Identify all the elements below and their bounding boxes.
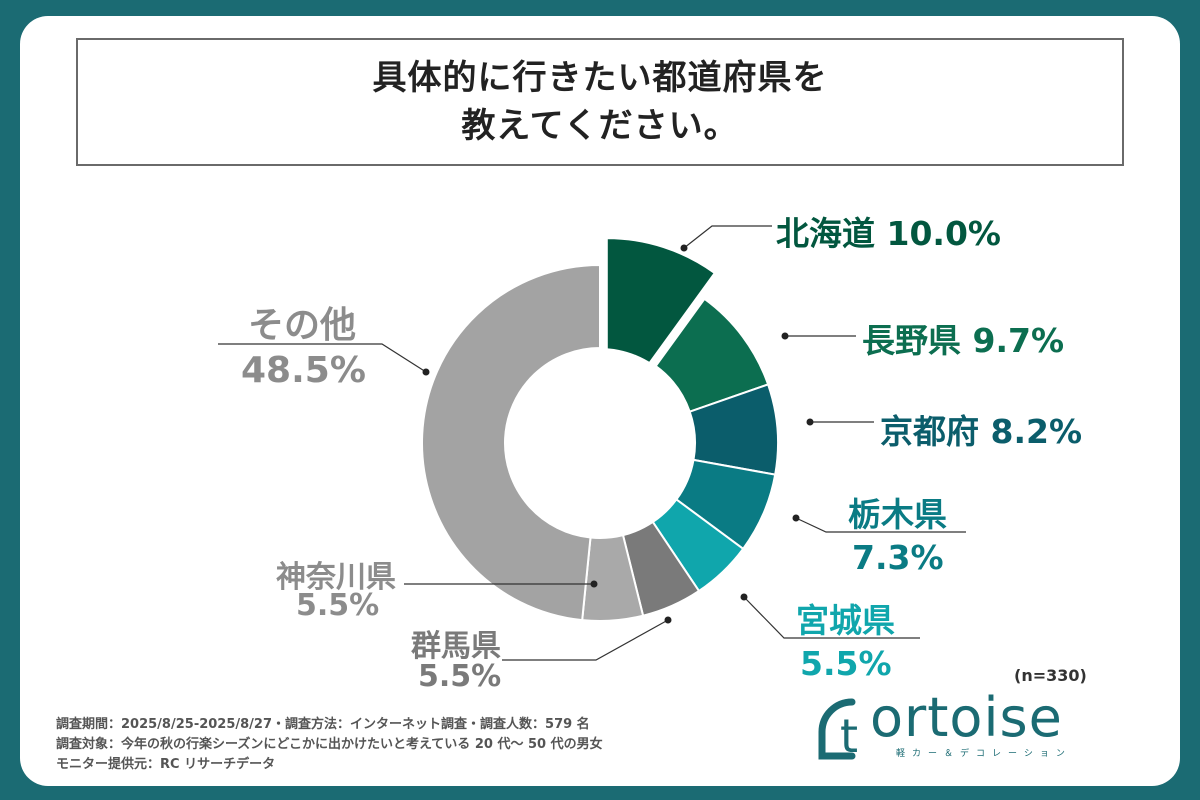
- label-nagano-value: 9.7%: [972, 321, 1065, 360]
- label-hokkaido: 北海道 10.0%: [776, 207, 1001, 255]
- footer-line-1: 調査期間：2025/8/25-2025/8/27・調査方法：インターネット調査・…: [56, 717, 590, 732]
- footer-line-2: 調査対象：今年の秋の行楽シーズンにどこかに出かけたいと考えている 20 代〜 5…: [56, 737, 603, 752]
- leader-dot-hokkaido: [680, 244, 688, 252]
- tortoise-logo: t ortoise 軽カー＆デコレーション: [800, 686, 1120, 763]
- logo-word: ortoise: [870, 686, 1063, 749]
- leader-dot-miyagi: [740, 593, 748, 601]
- leader-dot-tochigi: [792, 514, 800, 522]
- label-nagano: 長野県 9.7%: [862, 314, 1064, 362]
- label-gunma-name: 群馬県: [411, 629, 501, 664]
- label-miyagi-name: 宮城県: [796, 601, 895, 640]
- logo-mark-icon: t: [818, 698, 858, 763]
- leader-line-other: [218, 343, 427, 373]
- label-hokkaido-name: 北海道: [776, 214, 875, 253]
- leader-dot-gunma: [664, 616, 672, 624]
- title-box: 具体的に行きたい都道府県を 教えてください。: [76, 38, 1124, 166]
- title-line-2: 教えてください。: [461, 106, 739, 146]
- label-nagano-name: 長野県: [862, 321, 961, 360]
- label-tochigi-value: 7.3%: [852, 538, 944, 577]
- label-kyoto: 京都府 8.2%: [880, 405, 1082, 453]
- label-kyoto-value: 8.2%: [990, 412, 1083, 451]
- leader-dot-other: [422, 368, 430, 376]
- logo-letter: t: [840, 709, 858, 763]
- label-kanagawa-value: 5.5%: [296, 588, 380, 623]
- logo-subtitle: 軽カー＆デコレーション: [896, 749, 1072, 759]
- label-miyagi-value: 5.5%: [800, 644, 892, 683]
- leader-dot-kanagawa: [590, 580, 598, 588]
- donut-hole: [505, 348, 695, 538]
- sample-size: (n=330): [1014, 666, 1087, 685]
- leader-line-gunma: [502, 619, 669, 661]
- label-gunma-value: 5.5%: [418, 659, 502, 694]
- label-kyoto-name: 京都府: [880, 412, 979, 451]
- leader-line-tochigi: [795, 517, 966, 533]
- label-hokkaido-value: 10.0%: [886, 214, 1002, 253]
- leader-dot-nagano: [781, 332, 789, 340]
- label-other-value: 48.5%: [241, 350, 366, 391]
- label-tochigi-name: 栃木県: [848, 495, 947, 534]
- label-other-name: その他: [248, 305, 357, 346]
- leader-dot-kyoto: [806, 418, 814, 426]
- leader-line-hokkaido: [683, 225, 772, 249]
- title-line-1: 具体的に行きたい都道府県を: [372, 58, 828, 98]
- leader-line-miyagi: [743, 596, 920, 639]
- footer-line-3: モニター提供元：RC リサーチデータ: [56, 757, 276, 772]
- label-kanagawa-name: 神奈川県: [276, 560, 396, 595]
